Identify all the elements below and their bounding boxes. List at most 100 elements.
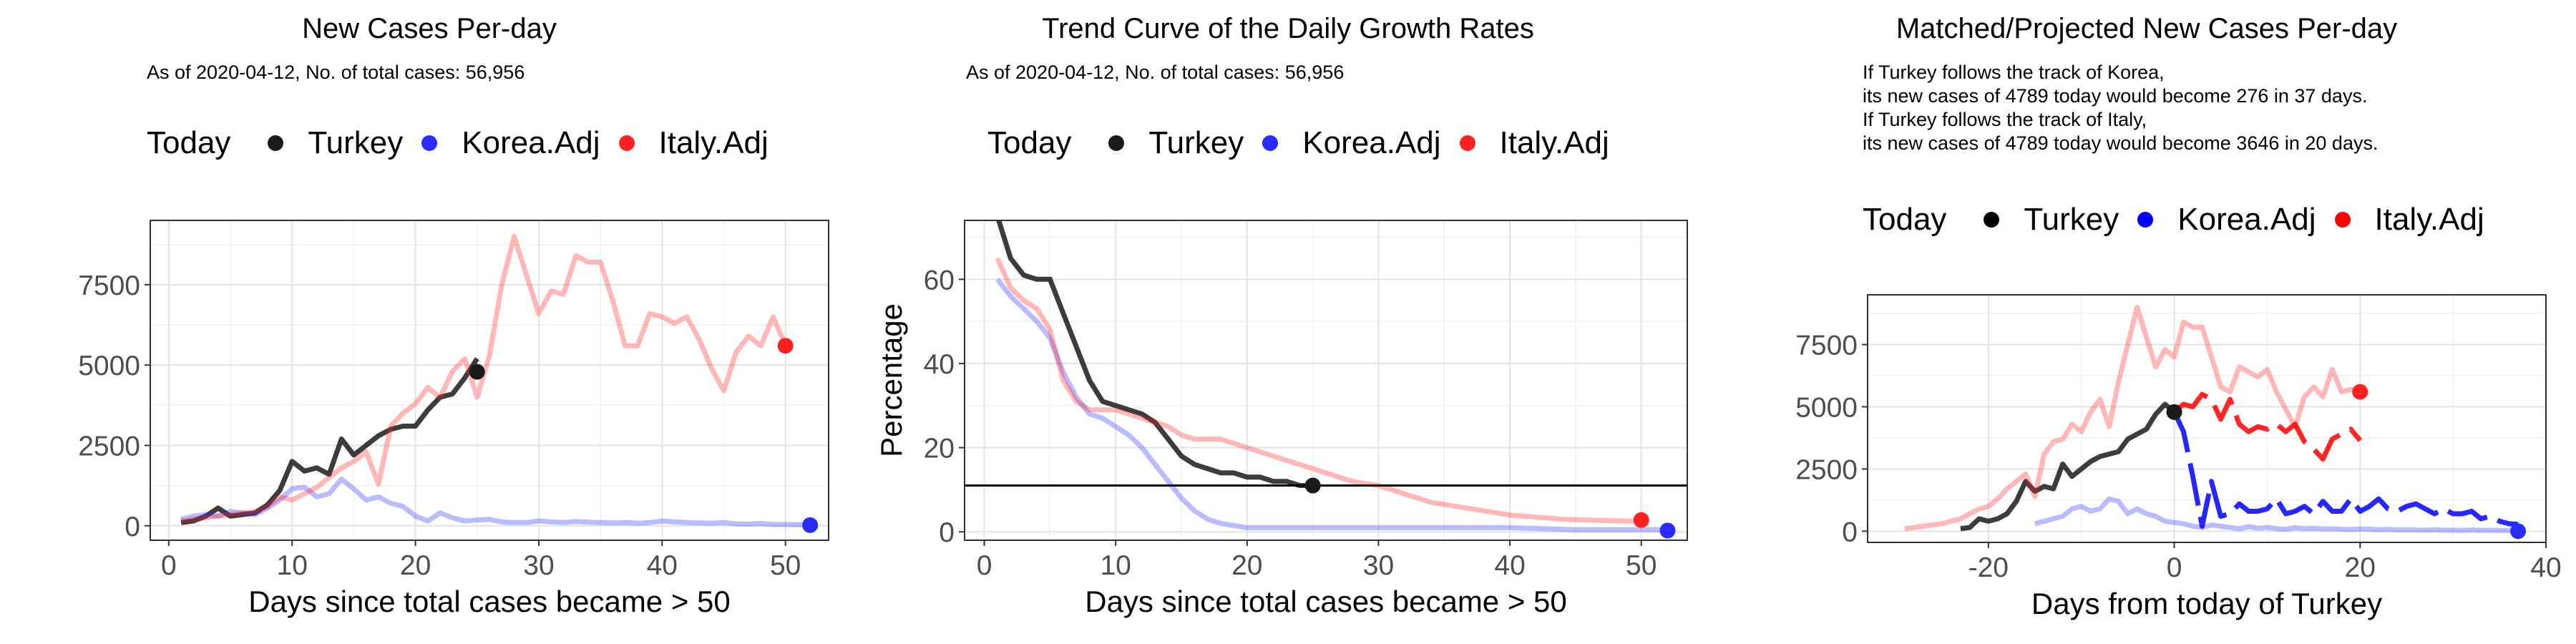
chart-subtitle: If Turkey follows the track of Korea, it… xyxy=(1863,61,2378,155)
x-tick-label: 50 xyxy=(1626,550,1657,581)
y-tick-label: 7500 xyxy=(1795,331,1858,361)
x-tick-label: 40 xyxy=(647,550,678,581)
today-point-italy-adj xyxy=(1633,512,1649,528)
x-tick-label: 30 xyxy=(523,550,554,581)
series-line-korea-adj xyxy=(995,278,1668,532)
y-tick-label: 2500 xyxy=(1795,454,1858,485)
legend-key-korea xyxy=(1262,135,1279,151)
subtitle-line: If Turkey follows the track of Korea, xyxy=(1863,62,2165,83)
chart-title: Trend Curve of the Daily Growth Rates xyxy=(1042,13,1534,44)
x-tick-label: 40 xyxy=(2530,552,2561,583)
legend-key-turkey xyxy=(1984,212,2000,228)
y-tick-label: 60 xyxy=(924,265,955,296)
chart-subtitle: As of 2020-04-12, No. of total cases: 56… xyxy=(147,61,525,84)
y-axis-label: Percentage xyxy=(874,303,908,457)
y-tick-label: 5000 xyxy=(78,351,140,381)
subtitle-line: its new cases of 4789 today would become… xyxy=(1863,132,2379,154)
chart-subtitle: As of 2020-04-12, No. of total cases: 56… xyxy=(966,61,1344,84)
today-point-turkey xyxy=(2166,404,2182,420)
legend-key-italy xyxy=(2334,212,2351,228)
today-point-italy-adj xyxy=(2352,384,2368,400)
legend-title: Today xyxy=(147,125,231,160)
legend-label-italy: Italy.Adj xyxy=(2374,202,2484,237)
today-point-turkey xyxy=(469,364,485,380)
series-group xyxy=(180,234,811,527)
legend-label-korea: Korea.Adj xyxy=(1302,125,1441,160)
series-line-italy-adj xyxy=(995,257,1641,524)
today-point-turkey xyxy=(1304,477,1321,494)
x-axis-label: Days from today of Turkey xyxy=(2031,587,2382,620)
x-tick-label: 20 xyxy=(400,550,431,581)
today-point-korea-adj xyxy=(1659,522,1676,539)
plot-border xyxy=(964,220,1688,541)
legend-title: Today xyxy=(1863,202,1947,237)
legend-title: Today xyxy=(987,125,1072,160)
series-line-korea-adj-projected xyxy=(2172,410,2519,529)
y-tick-label: 0 xyxy=(125,512,140,542)
series-line-italy-adj xyxy=(180,234,788,524)
series-line-turkey xyxy=(180,357,479,525)
legend-key-korea xyxy=(421,135,438,151)
x-tick-label: 40 xyxy=(1494,550,1525,581)
y-tick-label: 5000 xyxy=(1795,392,1858,423)
plot-area: -20 0 20 40 0 2500 5000 7500 Days from today of … xyxy=(1795,294,2562,620)
x-tick-label: 10 xyxy=(277,550,308,581)
y-tick-label: 40 xyxy=(924,349,955,380)
series-group xyxy=(995,220,1668,532)
subtitle-line: As of 2020-04-12, No. of total cases: 56… xyxy=(966,62,1345,83)
x-tick-label: 20 xyxy=(1231,550,1262,581)
x-tick-label: 0 xyxy=(2167,552,2182,583)
today-point-korea-adj xyxy=(802,517,819,533)
x-axis-label: Days since total cases became > 50 xyxy=(1085,585,1567,618)
legend-label-korea: Korea.Adj xyxy=(462,125,600,160)
x-tick-label: 0 xyxy=(977,550,992,581)
plot-area: 0 10 20 30 40 50 0 2500 5000 7500 Days since total… xyxy=(78,220,829,618)
x-tick-label: 50 xyxy=(770,550,801,581)
chart-title: New Cases Per-day xyxy=(302,13,557,44)
plot-border xyxy=(150,220,829,541)
x-tick-label: 20 xyxy=(2345,552,2376,583)
legend-label-italy: Italy.Adj xyxy=(658,125,769,160)
x-tick-label: 30 xyxy=(1363,550,1394,581)
legend-label-italy: Italy.Adj xyxy=(1499,125,1609,160)
y-tick-label: 0 xyxy=(1842,517,1858,547)
series-line-italy-adj-projected xyxy=(2172,391,2363,462)
legend-key-italy xyxy=(1459,135,1475,151)
legend-key-italy xyxy=(618,135,635,151)
subtitle-line: its new cases of 4789 today would become… xyxy=(1863,85,2368,107)
plot-area: 0 10 20 30 40 50 0 20 40 60 Days since total cases… xyxy=(874,220,1688,618)
legend-key-turkey xyxy=(268,135,284,151)
legend-label-turkey: Turkey xyxy=(2024,202,2119,237)
legend-label-turkey: Turkey xyxy=(308,125,404,160)
today-point-korea-adj xyxy=(2510,523,2527,540)
series-line-turkey xyxy=(1960,401,2176,532)
subtitle-line: If Turkey follows the track of Italy, xyxy=(1863,109,2147,130)
chart-title: Matched/Projected New Cases Per-day xyxy=(1896,13,2398,44)
panel-projected: Matched/Projected New Cases Per-day If T… xyxy=(1717,0,2576,644)
series-group xyxy=(1904,304,2519,533)
panel-new-cases: New Cases Per-day As of 2020-04-12, No. … xyxy=(0,0,859,644)
legend-label-turkey: Turkey xyxy=(1148,125,1244,160)
x-tick-label: 0 xyxy=(161,550,177,581)
y-tick-label: 7500 xyxy=(78,270,140,301)
y-tick-label: 2500 xyxy=(78,431,140,462)
today-point-italy-adj xyxy=(777,338,794,354)
y-tick-label: 0 xyxy=(939,517,955,548)
y-tick-label: 20 xyxy=(924,434,955,464)
plot-border xyxy=(1867,294,2547,543)
subtitle-line: As of 2020-04-12, No. of total cases: 56… xyxy=(147,62,525,83)
legend-key-turkey xyxy=(1108,135,1125,151)
series-line-italy-adj xyxy=(1904,304,2361,532)
panel-growth-rates: Trend Curve of the Daily Growth Rates As… xyxy=(859,0,1717,644)
x-tick-label: 10 xyxy=(1100,550,1131,581)
legend: Today Turkey Korea.Adj Italy.Adj xyxy=(1863,202,2490,238)
x-axis-label: Days since total cases became > 50 xyxy=(248,585,731,618)
series-line-turkey xyxy=(996,220,1313,488)
series-line-korea-adj xyxy=(180,477,811,527)
series-line-korea-adj xyxy=(2034,496,2518,533)
legend-label-korea: Korea.Adj xyxy=(2177,202,2316,237)
legend: Today Turkey Korea.Adj Italy.Adj xyxy=(147,125,774,161)
legend-key-korea xyxy=(2137,212,2154,228)
legend: Today Turkey Korea.Adj Italy.Adj xyxy=(987,125,1615,161)
x-tick-label: -20 xyxy=(1968,552,2009,583)
